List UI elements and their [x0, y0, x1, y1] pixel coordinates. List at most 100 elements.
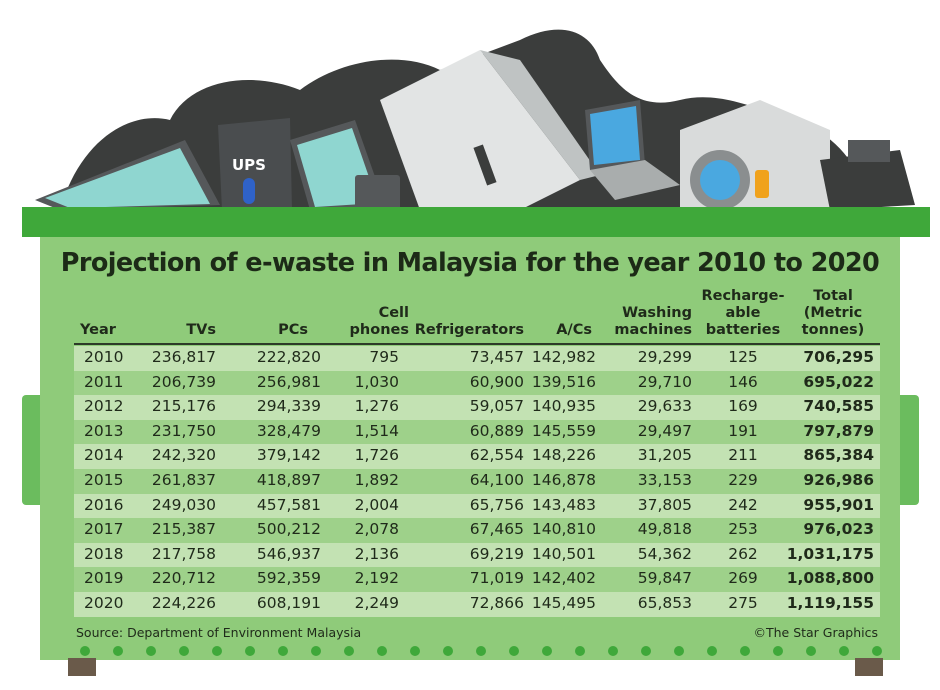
rivet: [113, 646, 123, 656]
table-cell: 125: [728, 348, 758, 366]
table-cell: 797,879: [803, 421, 874, 440]
rivet: [773, 646, 783, 656]
source-note: Source: Department of Environment Malays…: [76, 625, 362, 640]
rivet: [377, 646, 387, 656]
rivet: [80, 646, 90, 656]
table-cell: 1,119,155: [786, 594, 874, 612]
table-cell: 62,554: [469, 446, 524, 465]
table-row: 2020 224,226 608,191 2,249 72,866 145,495 65,8…: [74, 592, 880, 617]
rivet: [443, 646, 453, 656]
table-cell: 1,031,175: [786, 544, 874, 563]
table-cell: 976,023: [803, 520, 874, 539]
column-header: Total (Metric tonnes): [773, 288, 893, 339]
table-cell: 695,022: [803, 372, 874, 391]
table-cell: 2015: [84, 471, 124, 489]
table-cell: 865,384: [803, 446, 874, 465]
rivet: [311, 646, 321, 656]
table-cell: 253: [728, 520, 758, 539]
table-cell: 1,892: [354, 471, 399, 489]
table-row: 2011 206,739 256,981 1,030 60,900 139,516 29,7…: [74, 370, 880, 396]
table-cell: 1,276: [354, 397, 399, 416]
table-cell: 65,756: [469, 495, 524, 514]
table-cell: 242,320: [151, 446, 216, 465]
table-cell: 2018: [84, 544, 124, 563]
column-header-line: batteries: [705, 322, 781, 338]
battery-icon: [755, 170, 769, 198]
table-cell: 140,935: [531, 397, 596, 416]
table-cell: 69,219: [469, 544, 524, 563]
table-cell: 145,495: [531, 594, 596, 612]
table-cell: 146,878: [531, 471, 596, 489]
table-cell: 1,088,800: [786, 569, 874, 588]
column-header-line: (Metric: [803, 305, 863, 321]
table-cell: 60,889: [469, 421, 524, 440]
phone-icon: [355, 175, 400, 210]
rivet: [542, 646, 552, 656]
rivet: [575, 646, 585, 656]
rivet: [839, 646, 849, 656]
table-cell: 2,192: [354, 569, 399, 588]
table-cell: 217,758: [151, 544, 216, 563]
table-cell: 229: [728, 471, 758, 489]
table-cell: 546,937: [256, 544, 321, 563]
rivet: [410, 646, 420, 656]
table-row: 2017 215,387 500,212 2,078 67,465 140,810 49,8…: [74, 518, 880, 543]
rivet: [179, 646, 189, 656]
table-cell: 706,295: [803, 348, 874, 366]
table-cell: 37,805: [637, 495, 692, 514]
table-cell: 261,837: [151, 471, 216, 489]
table-cell: 29,299: [637, 348, 692, 366]
column-header-line: Washing: [622, 305, 692, 321]
column-header-line: phones: [349, 322, 409, 338]
table-cell: 222,820: [256, 348, 321, 366]
table-cell: 2016: [84, 495, 124, 514]
column-header: Cell phones: [350, 305, 409, 339]
rivet: [245, 646, 255, 656]
rivet: [641, 646, 651, 656]
table-cell: 249,030: [151, 495, 216, 514]
table-cell: 224,226: [151, 594, 216, 612]
table-cell: 169: [728, 397, 758, 416]
table-cell: 191: [728, 421, 758, 440]
table-cell: 2,004: [354, 495, 399, 514]
table-cell: 418,897: [256, 471, 321, 489]
column-header-line: TVs: [186, 322, 216, 338]
column-header: Washing machines: [614, 305, 692, 339]
table-cell: 143,483: [531, 495, 596, 514]
column-header-line: able: [725, 305, 761, 321]
column-header: A/Cs: [556, 322, 592, 339]
table-cell: 2014: [84, 446, 124, 465]
column-header-line: Total: [813, 288, 853, 304]
chart-title: Projection of e-waste in Malaysia for th…: [60, 248, 880, 278]
column-header: Recharge-able batteries: [683, 288, 803, 339]
column-header: Refrigerators: [415, 322, 524, 339]
table-cell: 206,739: [151, 372, 216, 391]
column-header-line: Recharge-: [701, 288, 785, 304]
table-cell: 608,191: [256, 594, 321, 612]
table-cell: 269: [728, 569, 758, 588]
table-cell: 33,153: [637, 471, 692, 489]
table-cell: 262: [728, 544, 758, 563]
table-row: 2014 242,320 379,142 1,726 62,554 148,226 31,2…: [74, 444, 880, 469]
table-cell: 73,457: [469, 348, 524, 366]
column-header-line: Year: [80, 322, 116, 338]
table-cell: 457,581: [256, 495, 321, 514]
wheel: [68, 658, 96, 676]
table-cell: 29,497: [637, 421, 692, 440]
table-cell: 2,078: [354, 520, 399, 539]
table-cell: 148,226: [531, 446, 596, 465]
table-cell: 60,900: [469, 372, 524, 391]
table-cell: 926,986: [803, 471, 874, 489]
table-cell: 231,750: [151, 421, 216, 440]
column-header-line: tonnes): [801, 322, 865, 338]
table-cell: 2011: [84, 372, 124, 391]
column-header-line: machines: [614, 322, 692, 338]
column-header: Year: [80, 322, 116, 339]
rivet: [278, 646, 288, 656]
table-cell: 64,100: [469, 471, 524, 489]
table-cell: 328,479: [256, 421, 321, 440]
table-cell: 71,019: [469, 569, 524, 588]
table-cell: 500,212: [256, 520, 321, 539]
table-cell: 1,514: [354, 421, 399, 440]
rivet: [344, 646, 354, 656]
